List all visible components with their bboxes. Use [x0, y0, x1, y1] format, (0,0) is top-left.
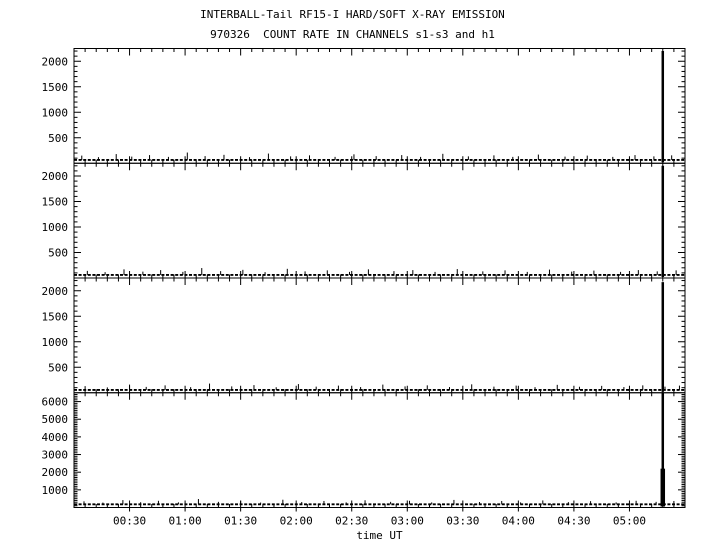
y-tick-label: 2000 [42, 466, 69, 479]
x-axis-label: time UT [356, 529, 403, 542]
x-tick-label: 01:00 [169, 515, 202, 528]
panel-box-h1 [73, 392, 686, 508]
y-tick-label: 3000 [42, 449, 69, 462]
y-tick-label: 1000 [42, 336, 69, 349]
y-tick-label: 500 [48, 361, 68, 374]
x-tick-label: 04:30 [557, 515, 590, 528]
y-tick-label: 6000 [42, 396, 69, 409]
y-tick-label: 1500 [42, 81, 69, 94]
chart-subtitle: 970326 COUNT RATE IN CHANNELS s1-s3 and … [210, 28, 495, 41]
x-tick-label: 05:00 [613, 515, 646, 528]
y-tick-label: 4000 [42, 431, 69, 444]
x-tick-label: 02:30 [335, 515, 368, 528]
x-tick-label: 03:30 [446, 515, 479, 528]
y-tick-label: 1000 [42, 106, 69, 119]
y-tick-label: 2000 [42, 170, 69, 183]
panel-box-s1 [73, 48, 686, 164]
x-tick-label: 00:30 [113, 515, 146, 528]
y-tick-label: 1000 [42, 221, 69, 234]
y-tick-label: 500 [48, 247, 68, 260]
y-tick-label: 1000 [42, 484, 69, 497]
y-tick-label: 1500 [42, 196, 69, 209]
x-tick-label: 01:30 [224, 515, 257, 528]
y-tick-label: 1500 [42, 310, 69, 323]
panel-box-s3 [73, 277, 686, 394]
chart-title: INTERBALL-Tail RF15-I HARD/SOFT X-RAY EM… [200, 8, 505, 21]
x-tick-label: 04:00 [502, 515, 535, 528]
x-tick-label: 03:00 [391, 515, 424, 528]
y-tick-label: 2000 [42, 55, 69, 68]
y-tick-label: 500 [48, 132, 68, 145]
y-tick-label: 5000 [42, 413, 69, 426]
x-tick-label: 02:00 [280, 515, 313, 528]
y-tick-label: 2000 [42, 285, 69, 298]
panel-box-s2 [73, 162, 686, 279]
